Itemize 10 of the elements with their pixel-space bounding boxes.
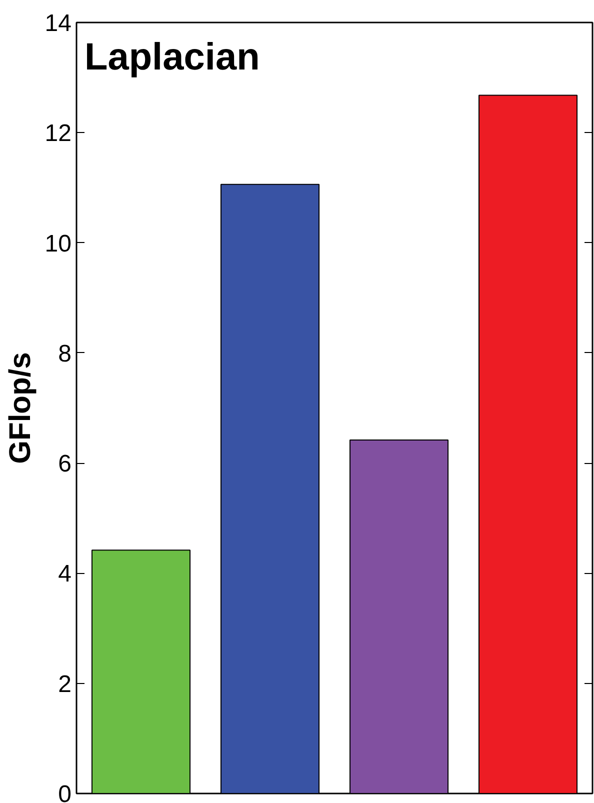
y-tick-label: 14 [44, 10, 72, 37]
y-tick-label: 6 [58, 450, 72, 478]
y-tick-label: 10 [44, 230, 72, 258]
y-tick-label: 12 [44, 120, 72, 148]
y-tick-label: 4 [58, 560, 72, 588]
y-tick-label: 2 [58, 670, 72, 698]
chart-title: Laplacian [84, 36, 260, 78]
y-tick-label: 8 [58, 340, 72, 368]
y-tick-label: 0 [58, 781, 72, 803]
y-axis-title: GFlop/s [4, 352, 37, 464]
